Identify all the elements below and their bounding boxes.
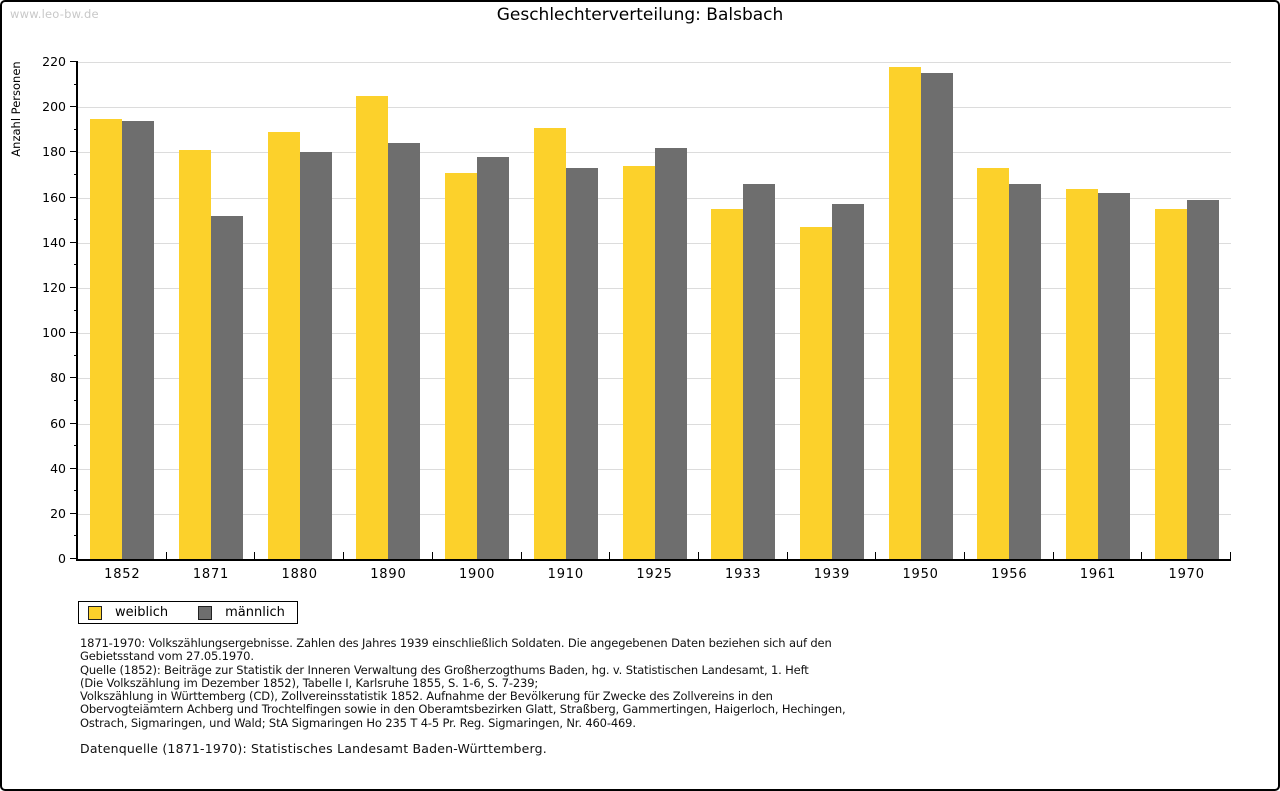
x-axis-tick <box>697 552 699 559</box>
y-axis-major-tick <box>70 286 78 288</box>
legend-label-maennlich: männlich <box>225 605 285 620</box>
bar-weiblich-1939 <box>799 226 832 559</box>
bar-weiblich-1961 <box>1066 188 1098 559</box>
x-axis-tick <box>963 552 965 559</box>
x-axis-category-label: 1852 <box>104 567 141 582</box>
x-axis-category-label: 1925 <box>636 567 673 582</box>
x-axis-category-label: 1956 <box>991 567 1028 582</box>
y-axis-major-tick <box>70 196 78 198</box>
source-note: 1871-1970: Volkszählungsergebnisse. Zahl… <box>80 636 846 730</box>
x-axis-tick <box>343 552 345 559</box>
x-axis-tick <box>609 552 611 559</box>
y-axis-tick-label: 0 <box>58 551 66 566</box>
y-axis-tick-label: 60 <box>50 415 66 431</box>
x-axis-category-label: 1880 <box>281 567 318 582</box>
x-axis-category-label: 1950 <box>902 567 939 582</box>
bar-weiblich-1871 <box>179 150 211 559</box>
y-axis-tick-label: 180 <box>42 144 66 160</box>
bar-maennlich-1970 <box>1186 199 1219 559</box>
x-axis-category-label: 1871 <box>192 567 230 582</box>
bar-weiblich-1933 <box>711 208 744 559</box>
y-axis-major-tick <box>70 106 78 108</box>
bar-maennlich-1956 <box>1009 184 1042 559</box>
bar-weiblich-1852 <box>90 118 123 559</box>
x-axis-tick <box>254 552 256 559</box>
y-axis-major-tick <box>70 467 78 469</box>
data-source-note: Datenquelle (1871-1970): Statistisches L… <box>80 741 547 756</box>
bar-maennlich-1871 <box>211 215 243 559</box>
x-axis-category-label: 1961 <box>1079 567 1117 582</box>
x-axis-tick <box>875 552 877 559</box>
bar-maennlich-1852 <box>122 120 155 559</box>
bar-weiblich-1880 <box>267 132 300 559</box>
y-axis-tick-label: 160 <box>42 189 66 205</box>
legend-swatch-weiblich <box>88 605 102 620</box>
bar-maennlich-1961 <box>1098 193 1130 559</box>
legend-swatch-maennlich <box>198 605 213 620</box>
y-axis-tick-label: 200 <box>42 99 66 115</box>
x-axis-category-label: 1970 <box>1168 567 1205 582</box>
x-axis-category-label: 1900 <box>458 567 496 582</box>
y-axis-major-tick <box>70 512 78 514</box>
y-axis-tick-label: 100 <box>42 325 66 341</box>
y-axis-tick-label: 40 <box>50 460 66 476</box>
bar-weiblich-1950 <box>888 66 921 559</box>
x-axis-tick <box>431 552 433 559</box>
bar-weiblich-1910 <box>533 127 566 559</box>
watermark-url: www.leo-bw.de <box>10 7 99 21</box>
y-axis-major-tick <box>70 422 78 424</box>
y-axis-tick-label: 20 <box>50 505 66 521</box>
y-axis-line <box>76 61 78 559</box>
x-axis-category-label: 1939 <box>813 567 851 582</box>
bar-weiblich-1890 <box>356 95 389 559</box>
bar-maennlich-1890 <box>388 143 421 559</box>
y-axis-major-tick <box>70 332 78 334</box>
gridline <box>78 62 1231 63</box>
y-axis-tick-label: 80 <box>50 370 66 386</box>
x-axis-tick <box>1230 552 1231 559</box>
y-axis-major-tick <box>70 558 78 559</box>
x-axis-category-label: 1910 <box>547 567 584 582</box>
bar-weiblich-1925 <box>622 165 655 559</box>
x-axis-tick <box>520 552 522 559</box>
y-axis-major-tick <box>70 61 78 62</box>
y-axis-major-tick <box>70 377 78 379</box>
y-axis-tick-label: 120 <box>42 279 66 295</box>
gridline <box>78 107 1231 109</box>
bar-maennlich-1925 <box>654 147 687 559</box>
bar-maennlich-1950 <box>920 73 953 559</box>
chart-title: Geschlechterverteilung: Balsbach <box>496 5 784 25</box>
bar-maennlich-1910 <box>565 168 598 559</box>
x-axis-tick <box>165 552 167 559</box>
bar-weiblich-1956 <box>977 168 1010 559</box>
x-axis-category-label: 1890 <box>370 567 407 582</box>
bar-maennlich-1880 <box>299 152 332 559</box>
x-axis-line <box>76 559 1231 561</box>
x-axis-tick <box>1141 552 1143 559</box>
legend: weiblich männlich <box>78 601 298 624</box>
y-axis-major-tick <box>70 241 78 243</box>
x-axis-tick <box>786 552 788 559</box>
x-axis-tick <box>1052 552 1054 559</box>
bar-weiblich-1970 <box>1154 208 1187 559</box>
bar-maennlich-1900 <box>477 156 510 559</box>
y-axis-tick-label: 140 <box>42 234 66 250</box>
x-axis-category-label: 1933 <box>725 567 762 582</box>
bar-maennlich-1939 <box>831 204 864 559</box>
y-axis-major-tick <box>70 151 78 153</box>
bar-weiblich-1900 <box>445 172 478 559</box>
x-axis-tick <box>77 552 78 559</box>
bar-maennlich-1933 <box>743 184 776 559</box>
legend-label-weiblich: weiblich <box>115 605 169 620</box>
y-axis-tick-label: 220 <box>42 54 66 69</box>
